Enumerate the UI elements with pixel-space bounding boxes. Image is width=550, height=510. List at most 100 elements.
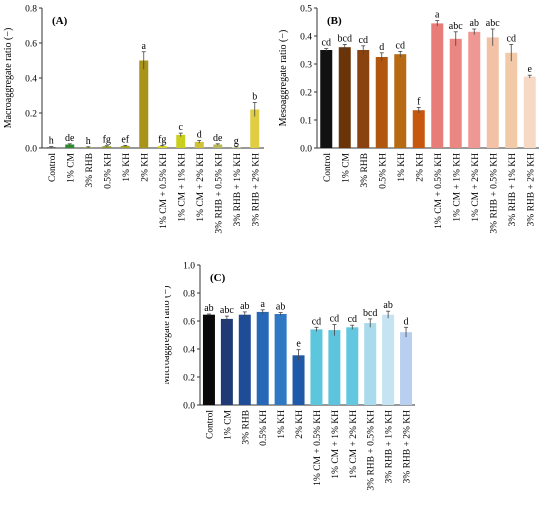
bar xyxy=(139,60,149,148)
y-tick-label: 0.1 xyxy=(300,117,312,127)
x-tick-label: 1% CM xyxy=(341,152,351,182)
significance-letter: ab xyxy=(383,300,392,311)
bar xyxy=(310,329,323,405)
x-tick-label: 2% KH xyxy=(415,153,425,182)
x-tick-label: 1% CM + 0.5% KH xyxy=(434,153,444,229)
bar xyxy=(346,327,359,405)
bar xyxy=(176,134,186,148)
x-tick-label: 3% RHB + 0.5% KH xyxy=(489,153,499,234)
bar xyxy=(400,332,413,405)
mesoaggregate-chart: 0.0 0.1 0.2 0.3 0.4 0.5 Mesoaggregate ratio (−… xyxy=(278,5,539,234)
x-tick-label: 2% KH xyxy=(140,153,150,182)
significance-letter: de xyxy=(213,133,223,144)
x-tick-label: 1% CM + 1% KH xyxy=(331,410,341,479)
bar xyxy=(274,314,287,405)
significance-letter: cd xyxy=(359,35,368,46)
panel-label: (B) xyxy=(327,15,342,27)
y-tick-label: 0.2 xyxy=(300,89,312,99)
bar xyxy=(194,141,204,148)
x-tick-label: 0.5% KH xyxy=(378,153,388,189)
significance-letter: h xyxy=(86,136,91,147)
significance-letter: cd xyxy=(312,316,321,327)
bar xyxy=(505,52,518,148)
y-tick-label: 0.3 xyxy=(300,61,312,71)
bar xyxy=(431,23,444,148)
x-tick-label: 1% CM + 1% KH xyxy=(177,153,187,222)
significance-letter: f xyxy=(417,96,421,107)
x-tick-label: 1% CM xyxy=(223,409,233,439)
significance-letter: bcd xyxy=(363,308,377,319)
bar xyxy=(202,314,215,405)
y-tick-label: 0.4 xyxy=(25,75,37,85)
y-tick-label: 0.2 xyxy=(25,110,37,120)
bar xyxy=(213,144,223,148)
y-tick-label: 0.8 xyxy=(183,290,195,300)
bar xyxy=(523,76,536,148)
significance-letter: abc xyxy=(220,305,234,316)
significance-letter: d xyxy=(197,129,202,140)
x-tick-label: 3% RHB + 1% KH xyxy=(508,153,518,227)
bar xyxy=(328,330,341,405)
x-tick-label: 3% RHB + 0.5% KH xyxy=(214,153,224,234)
bar xyxy=(102,146,112,148)
bar xyxy=(256,311,269,405)
y-axis-label: Mesoaggregate ratio (−) xyxy=(278,30,289,127)
panel-label: (C) xyxy=(210,272,226,284)
significance-letter: a xyxy=(142,41,147,52)
bar xyxy=(320,50,333,148)
bar xyxy=(364,323,377,405)
significance-letter: abc xyxy=(486,18,500,29)
x-tick-label: 1% KH xyxy=(122,153,132,182)
y-tick-label: 0.0 xyxy=(300,145,312,155)
x-tick-label: 1% CM xyxy=(66,152,76,182)
x-tick-label: 1% CM + 2% KH xyxy=(471,153,481,222)
y-tick-label: 0.2 xyxy=(183,374,195,384)
y-tick-label: 0.6 xyxy=(183,318,195,328)
significance-letter: h xyxy=(49,136,54,147)
significance-letter: de xyxy=(65,133,75,144)
bar xyxy=(157,145,167,148)
x-tick-label: 3% RHB + 1% KH xyxy=(385,410,395,484)
significance-letter: fg xyxy=(158,134,166,145)
significance-letter: b xyxy=(252,92,257,103)
significance-letter: d xyxy=(379,42,384,53)
y-axis-label: Macroaggregate ratio (−) xyxy=(3,28,14,129)
significance-letter: e xyxy=(528,64,533,75)
macroaggregate-chart: 0.0 0.2 0.4 0.6 0.8 Macroaggregate ratio (−) (… xyxy=(3,5,264,234)
y-axis-label: Microaggregate ratio (−) xyxy=(165,286,172,385)
bar xyxy=(486,37,499,148)
y-tick-label: 0.5 xyxy=(300,5,312,15)
x-tick-label: 3% RHB + 2% KH xyxy=(403,410,413,484)
significance-letter: a xyxy=(260,299,265,310)
bar xyxy=(468,31,481,148)
x-tick-label: 3% RHB + 2% KH xyxy=(251,153,261,227)
bar xyxy=(449,38,462,148)
significance-letter: a xyxy=(435,10,440,21)
significance-letter: cd xyxy=(322,38,331,49)
y-tick-label: 0.4 xyxy=(300,33,312,43)
bar xyxy=(238,314,251,405)
significance-letter: ef xyxy=(121,134,129,145)
bar xyxy=(412,110,425,148)
bar xyxy=(250,109,260,148)
significance-letter: bcd xyxy=(338,33,352,44)
x-tick-label: 1% CM + 0.5% KH xyxy=(159,153,169,229)
x-tick-label: Control xyxy=(205,410,215,439)
x-tick-label: 1% CM + 2% KH xyxy=(196,153,206,222)
y-tick-label: 0.6 xyxy=(25,40,37,50)
x-tick-label: Control xyxy=(323,153,333,182)
significance-letter: ab xyxy=(276,302,285,313)
significance-letter: ab xyxy=(240,301,249,312)
x-tick-label: 1% KH xyxy=(397,153,407,182)
bar xyxy=(292,355,305,405)
x-tick-label: 1% CM + 0.5% KH xyxy=(313,410,323,486)
x-tick-label: 2% KH xyxy=(295,410,305,439)
x-tick-label: 0.5% KH xyxy=(259,410,269,446)
x-tick-label: 1% KH xyxy=(277,410,287,439)
significance-letter: cd xyxy=(507,33,516,44)
x-tick-label: 0.5% KH xyxy=(103,153,113,189)
significance-letter: d xyxy=(404,316,409,327)
significance-letter: cd xyxy=(396,40,405,51)
bar xyxy=(357,50,370,148)
significance-letter: fg xyxy=(103,135,111,146)
